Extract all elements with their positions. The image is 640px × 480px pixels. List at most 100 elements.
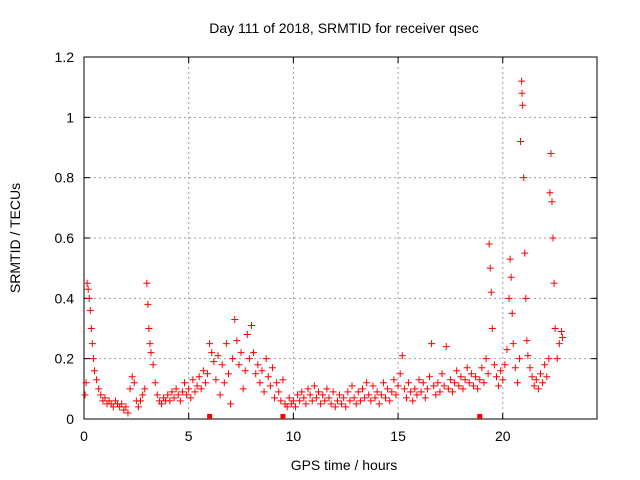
axis-ticks: 0 0.2 0.4 0.6 0.8 1 1.2 0 5 10 15 20 xyxy=(55,49,597,444)
data-point xyxy=(455,382,463,390)
data-point xyxy=(553,355,561,363)
data-point xyxy=(369,382,377,390)
data-point xyxy=(145,325,153,332)
data-point xyxy=(82,379,90,387)
data-point xyxy=(523,337,531,345)
data-point xyxy=(398,352,406,360)
data-point xyxy=(312,394,320,402)
data-point xyxy=(235,361,243,369)
data-point xyxy=(413,391,421,399)
data-point xyxy=(417,388,425,396)
data-point xyxy=(208,349,216,357)
data-point xyxy=(405,379,413,387)
data-point xyxy=(400,385,408,393)
data-point xyxy=(277,397,285,405)
data-point xyxy=(519,101,527,109)
y-tick-label: 0.8 xyxy=(55,170,75,186)
data-point xyxy=(206,340,214,348)
data-point xyxy=(517,137,525,145)
data-point xyxy=(394,382,402,390)
data-point xyxy=(141,385,149,393)
data-point xyxy=(197,385,205,393)
data-point xyxy=(503,346,511,354)
data-point xyxy=(344,388,352,396)
bottom-marker xyxy=(477,414,483,419)
data-point xyxy=(449,388,457,396)
data-point xyxy=(118,400,126,408)
data-point xyxy=(264,373,272,381)
data-point xyxy=(325,394,333,402)
data-point xyxy=(195,373,203,381)
data-point xyxy=(453,367,461,375)
data-point xyxy=(333,397,341,405)
x-axis-label: GPS time / hours xyxy=(291,457,398,473)
data-point xyxy=(124,409,132,417)
data-point xyxy=(273,379,281,387)
data-point xyxy=(164,391,172,399)
data-point xyxy=(436,388,444,396)
data-point xyxy=(275,388,283,396)
x-tick-label: 15 xyxy=(390,428,406,444)
data-point xyxy=(419,379,427,387)
y-axis-label: SRMTID / TECUs xyxy=(7,183,23,293)
data-point xyxy=(245,355,253,363)
data-point xyxy=(262,355,270,363)
data-point xyxy=(85,294,93,302)
data-point xyxy=(229,355,237,363)
data-point xyxy=(84,285,92,293)
data-point xyxy=(497,367,505,375)
x-tick-label: 10 xyxy=(286,428,302,444)
data-point xyxy=(87,325,95,332)
data-point xyxy=(204,370,212,378)
data-point xyxy=(271,394,279,402)
data-point xyxy=(547,150,555,158)
data-point xyxy=(487,288,495,296)
data-point xyxy=(294,391,302,399)
data-point xyxy=(480,379,488,387)
data-point xyxy=(558,334,566,342)
data-point xyxy=(518,77,526,85)
data-point xyxy=(214,352,222,360)
data-point xyxy=(283,403,291,411)
data-point xyxy=(302,400,310,408)
data-point xyxy=(546,189,554,197)
data-point xyxy=(446,376,454,384)
data-point xyxy=(421,394,429,402)
data-point xyxy=(323,385,331,393)
data-point xyxy=(354,388,362,396)
data-point xyxy=(279,376,287,384)
data-point xyxy=(319,391,327,399)
data-point xyxy=(231,315,239,323)
data-point xyxy=(258,367,266,375)
data-point xyxy=(545,355,553,363)
data-point xyxy=(407,388,415,396)
data-point xyxy=(428,340,436,348)
data-point xyxy=(522,294,530,302)
data-point xyxy=(392,391,400,399)
data-point xyxy=(81,391,89,399)
data-point xyxy=(373,388,381,396)
data-point xyxy=(147,349,155,357)
data-point xyxy=(442,343,450,351)
data-point xyxy=(189,376,197,384)
data-point xyxy=(361,394,369,402)
data-point xyxy=(507,273,515,281)
data-point xyxy=(384,385,392,393)
data-point xyxy=(469,382,477,390)
data-point xyxy=(216,391,224,399)
data-point xyxy=(402,394,410,402)
y-tick-label: 0.4 xyxy=(55,290,75,306)
data-point xyxy=(144,300,152,308)
data-point xyxy=(388,388,396,396)
data-point xyxy=(534,385,542,393)
data-point xyxy=(486,264,494,272)
data-point xyxy=(482,355,490,363)
data-point xyxy=(227,400,235,408)
data-point xyxy=(321,397,329,405)
data-point xyxy=(340,394,348,402)
data-point xyxy=(539,379,547,387)
grid xyxy=(84,57,597,419)
data-point xyxy=(266,382,274,390)
data-point xyxy=(555,340,563,348)
